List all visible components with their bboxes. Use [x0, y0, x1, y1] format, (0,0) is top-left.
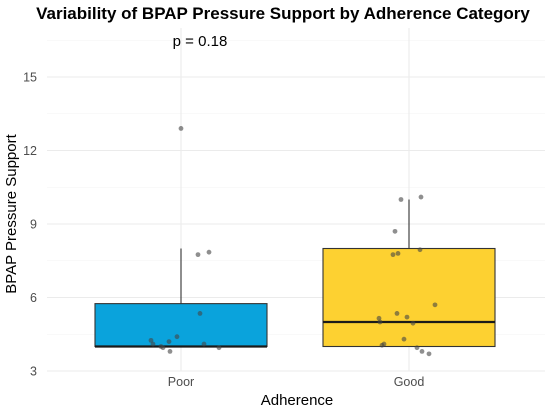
data-point [160, 345, 166, 351]
data-point [392, 228, 398, 234]
data-point [178, 126, 184, 131]
box-rect [322, 247, 496, 348]
data-point [379, 342, 385, 348]
y-tick-label: 15 [23, 71, 37, 85]
data-point [404, 314, 410, 320]
data-point [150, 341, 156, 347]
x-tick-label: Poor [168, 375, 194, 389]
y-tick-label: 3 [30, 365, 37, 379]
y-tick-label: 12 [23, 144, 37, 158]
data-point [410, 320, 416, 326]
data-point [395, 251, 401, 256]
data-point [377, 319, 383, 325]
jitter-points [148, 126, 438, 357]
data-point [417, 247, 423, 253]
data-point [390, 252, 396, 258]
data-point [206, 249, 212, 255]
x-axis-label: Adherence [261, 392, 334, 409]
data-point [419, 349, 425, 354]
data-point [401, 336, 407, 342]
data-point [432, 302, 438, 308]
data-point [148, 337, 154, 343]
boxes [94, 199, 496, 348]
chart-title: Variability of BPAP Pressure Support by … [36, 4, 530, 23]
data-point [394, 311, 400, 316]
p-value-annotation: p = 0.18 [173, 33, 228, 50]
data-point [174, 334, 180, 340]
box-poor [94, 248, 268, 348]
data-point [195, 252, 201, 258]
data-point [197, 311, 203, 316]
y-axis-label: BPAP Pressure Support [3, 133, 20, 293]
data-point [418, 194, 424, 200]
data-point [201, 341, 207, 347]
data-point [398, 197, 404, 202]
data-point [426, 351, 432, 357]
data-point [376, 315, 382, 321]
y-tick-label: 9 [30, 218, 37, 232]
grid [47, 28, 545, 372]
box-good [322, 199, 496, 348]
x-axis-ticks: Poor Good [168, 375, 425, 389]
x-tick-label: Good [394, 375, 425, 389]
y-tick-label: 6 [30, 291, 37, 305]
data-point [166, 339, 172, 344]
box-rect [94, 303, 268, 348]
data-point [414, 345, 420, 351]
data-point [216, 345, 222, 351]
data-point [167, 349, 173, 354]
y-axis-ticks: 3 6 9 12 15 [23, 71, 37, 379]
